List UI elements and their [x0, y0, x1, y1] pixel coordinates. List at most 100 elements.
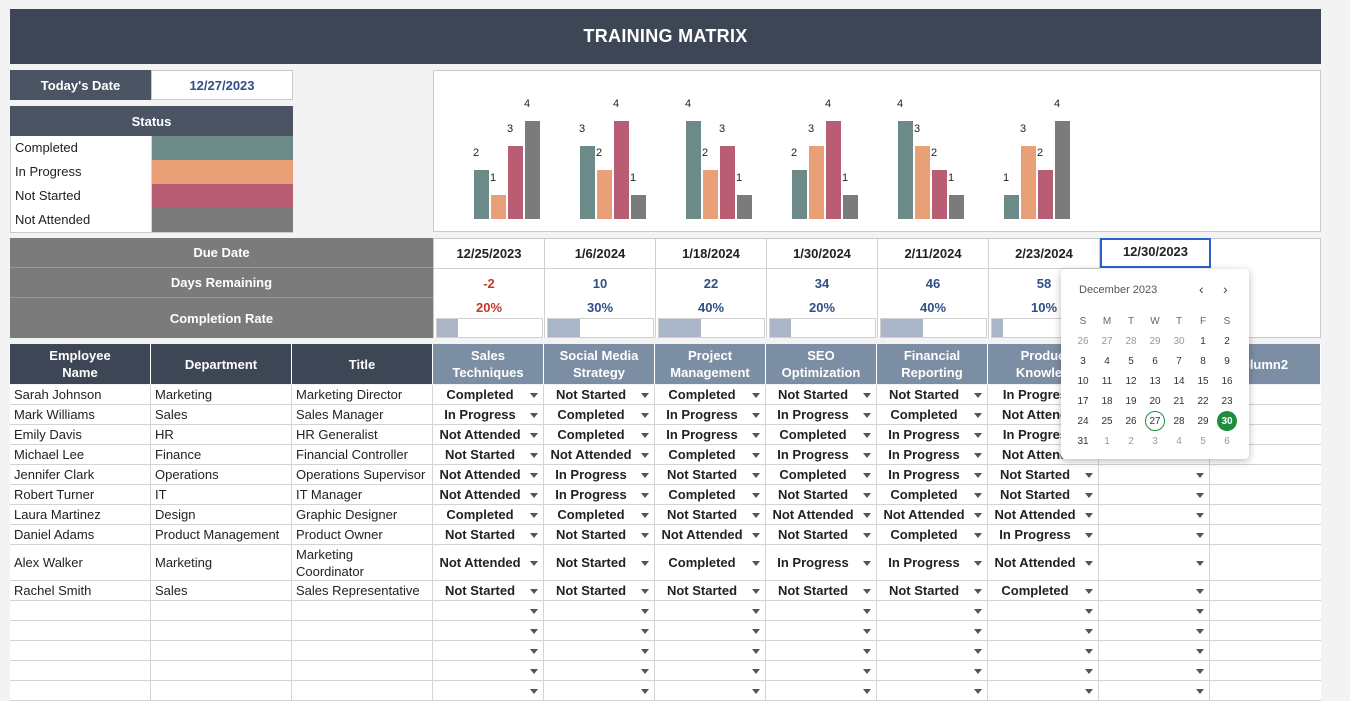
status-select[interactable]: Not Started — [766, 525, 877, 544]
status-select[interactable] — [988, 681, 1099, 700]
status-select[interactable] — [766, 641, 877, 660]
status-select[interactable]: Not Started — [544, 525, 655, 544]
status-select[interactable]: In Progress — [988, 525, 1099, 544]
status-select[interactable]: Completed — [877, 405, 988, 424]
chevron-down-icon[interactable] — [641, 588, 649, 594]
due-date-cell[interactable]: 2/11/2024 — [878, 239, 989, 269]
status-select[interactable]: Completed — [544, 425, 655, 444]
chevron-down-icon[interactable] — [1196, 512, 1204, 518]
todays-date-value[interactable]: 12/27/2023 — [151, 70, 293, 100]
chevron-down-icon[interactable] — [641, 648, 649, 654]
status-select[interactable]: Not Started — [544, 545, 655, 580]
chevron-down-icon[interactable] — [641, 472, 649, 478]
chevron-down-icon[interactable] — [974, 608, 982, 614]
status-select[interactable]: Completed — [433, 385, 544, 404]
chevron-down-icon[interactable] — [863, 412, 871, 418]
chevron-down-icon[interactable] — [641, 432, 649, 438]
chevron-down-icon[interactable] — [974, 512, 982, 518]
chevron-down-icon[interactable] — [1085, 492, 1093, 498]
chevron-down-icon[interactable] — [863, 452, 871, 458]
calendar-day[interactable]: 11 — [1095, 371, 1119, 391]
status-select[interactable] — [877, 681, 988, 700]
table-header-cell[interactable]: Employee Name — [10, 344, 151, 384]
due-date-cell[interactable]: 12/25/2023 — [434, 239, 545, 269]
status-select[interactable]: In Progress — [544, 465, 655, 484]
chevron-down-icon[interactable] — [752, 668, 760, 674]
status-select[interactable]: In Progress — [544, 485, 655, 504]
status-select[interactable] — [655, 621, 766, 640]
chevron-down-icon[interactable] — [974, 688, 982, 694]
chevron-down-icon[interactable] — [1196, 560, 1204, 566]
chevron-down-icon[interactable] — [530, 432, 538, 438]
calendar-day[interactable]: 3 — [1143, 431, 1167, 451]
calendar-day[interactable]: 29 — [1143, 331, 1167, 351]
chevron-down-icon[interactable] — [530, 608, 538, 614]
calendar-day[interactable]: 27 — [1143, 411, 1167, 431]
chevron-down-icon[interactable] — [863, 608, 871, 614]
calendar-day[interactable]: 10 — [1071, 371, 1095, 391]
status-select[interactable] — [1099, 525, 1210, 544]
chevron-down-icon[interactable] — [1085, 648, 1093, 654]
chevron-down-icon[interactable] — [974, 432, 982, 438]
calendar-day[interactable]: 31 — [1071, 431, 1095, 451]
chevron-down-icon[interactable] — [974, 392, 982, 398]
chevron-down-icon[interactable] — [1196, 588, 1204, 594]
calendar-day[interactable]: 6 — [1215, 431, 1239, 451]
status-select[interactable]: In Progress — [766, 405, 877, 424]
table-header-cell[interactable]: Sales Techniques — [433, 344, 544, 384]
chevron-down-icon[interactable] — [530, 492, 538, 498]
calendar-day[interactable]: 30 — [1215, 411, 1239, 431]
chevron-down-icon[interactable] — [752, 412, 760, 418]
chevron-down-icon[interactable] — [641, 512, 649, 518]
status-select[interactable] — [544, 601, 655, 620]
status-select[interactable]: Not Attended — [433, 485, 544, 504]
calendar-day[interactable]: 26 — [1071, 331, 1095, 351]
status-select[interactable]: Not Started — [988, 465, 1099, 484]
chevron-down-icon[interactable] — [530, 472, 538, 478]
chevron-down-icon[interactable] — [752, 492, 760, 498]
status-select[interactable]: In Progress — [766, 545, 877, 580]
chevron-down-icon[interactable] — [752, 648, 760, 654]
status-select[interactable]: Completed — [655, 545, 766, 580]
status-select[interactable] — [433, 681, 544, 700]
chevron-down-icon[interactable] — [863, 532, 871, 538]
status-select[interactable]: In Progress — [877, 545, 988, 580]
status-select[interactable]: Completed — [766, 465, 877, 484]
chevron-down-icon[interactable] — [974, 532, 982, 538]
status-select[interactable] — [877, 621, 988, 640]
table-header-cell[interactable]: SEO Optimization — [766, 344, 877, 384]
status-select[interactable] — [1099, 485, 1210, 504]
chevron-down-icon[interactable] — [1085, 532, 1093, 538]
status-select[interactable] — [877, 601, 988, 620]
calendar-day[interactable]: 2 — [1215, 331, 1239, 351]
chevron-down-icon[interactable] — [641, 452, 649, 458]
date-picker-calendar[interactable]: December 2023 ‹ › S M T W T F S 26 27 28 29 30 1 2 3 4 5… — [1061, 269, 1249, 459]
chevron-down-icon[interactable] — [863, 432, 871, 438]
status-select[interactable] — [1099, 581, 1210, 600]
status-select[interactable]: Completed — [988, 581, 1099, 600]
status-select[interactable]: In Progress — [877, 465, 988, 484]
status-select[interactable]: Not Attended — [988, 505, 1099, 524]
chevron-down-icon[interactable] — [1085, 512, 1093, 518]
calendar-day[interactable]: 7 — [1167, 351, 1191, 371]
chevron-down-icon[interactable] — [1196, 688, 1204, 694]
status-select[interactable] — [655, 681, 766, 700]
status-select[interactable]: Completed — [544, 505, 655, 524]
status-select[interactable] — [544, 641, 655, 660]
chevron-down-icon[interactable] — [1085, 560, 1093, 566]
status-select[interactable] — [1099, 681, 1210, 700]
calendar-day[interactable]: 15 — [1191, 371, 1215, 391]
chevron-down-icon[interactable] — [530, 668, 538, 674]
chevron-down-icon[interactable] — [974, 588, 982, 594]
chevron-down-icon[interactable] — [530, 688, 538, 694]
chevron-down-icon[interactable] — [974, 472, 982, 478]
calendar-day[interactable]: 2 — [1119, 431, 1143, 451]
chevron-down-icon[interactable] — [530, 648, 538, 654]
chevron-down-icon[interactable] — [752, 560, 760, 566]
chevron-down-icon[interactable] — [863, 648, 871, 654]
status-select[interactable] — [1099, 601, 1210, 620]
calendar-day[interactable]: 20 — [1143, 391, 1167, 411]
calendar-day[interactable]: 18 — [1095, 391, 1119, 411]
status-select[interactable] — [988, 641, 1099, 660]
calendar-day[interactable]: 30 — [1167, 331, 1191, 351]
